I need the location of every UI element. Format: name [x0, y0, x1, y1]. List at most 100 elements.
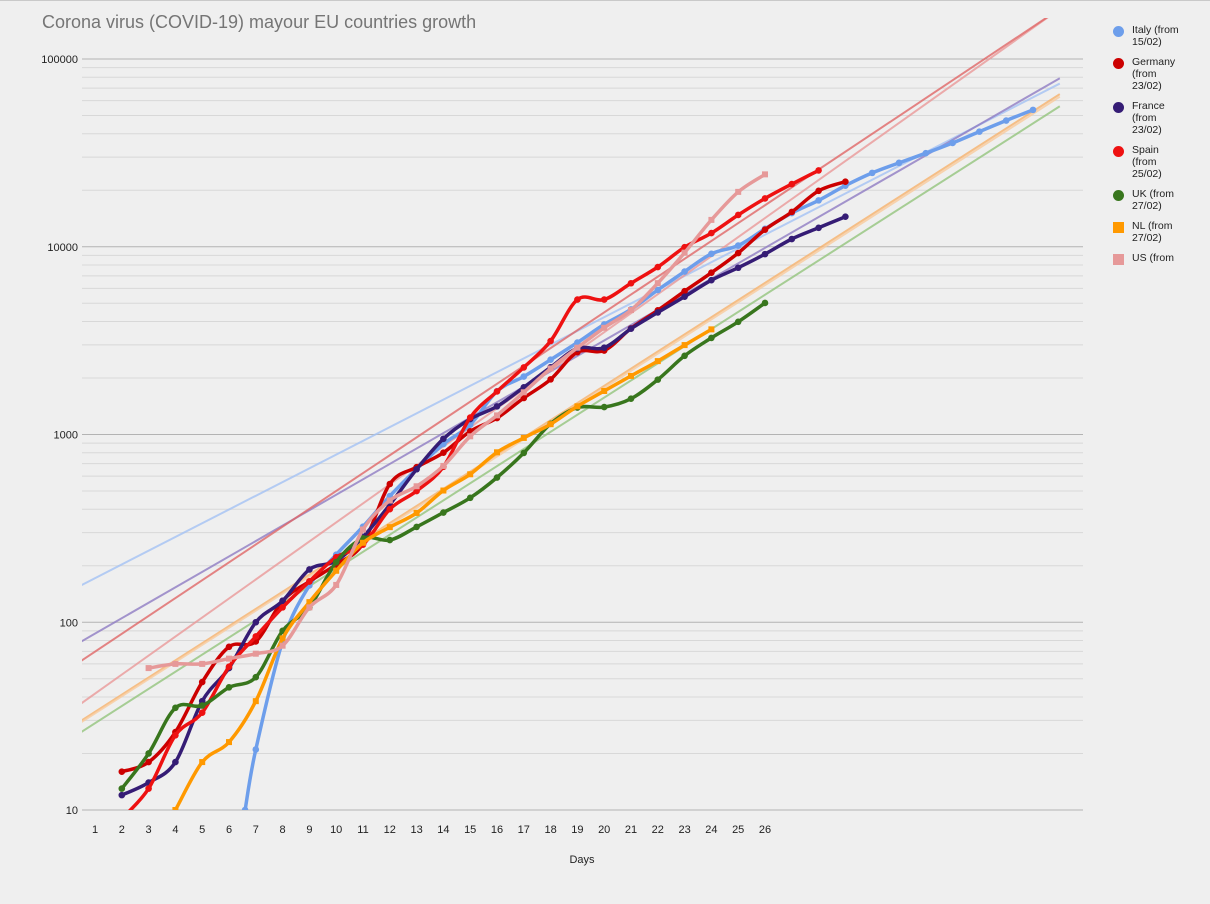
data-point [520, 389, 527, 396]
data-point [494, 412, 500, 419]
data-point [627, 279, 635, 287]
legend-label: Spain (from 25/02) [1132, 144, 1162, 180]
data-point [600, 403, 608, 411]
data-point [708, 216, 715, 223]
data-point [788, 208, 796, 216]
legend-swatch [1113, 254, 1124, 265]
data-point [145, 785, 152, 792]
data-point [574, 344, 581, 351]
x-tick-label: 9 [306, 824, 312, 836]
data-point [574, 403, 581, 410]
x-tick-label: 8 [280, 824, 286, 836]
data-point [734, 242, 742, 249]
x-tick-label: 14 [437, 824, 449, 836]
data-point [413, 487, 420, 495]
data-point [333, 581, 340, 588]
data-point [440, 487, 447, 494]
data-point [547, 356, 554, 364]
data-point [413, 465, 420, 473]
x-tick-label: 1 [92, 824, 98, 836]
x-tick-label: 21 [625, 824, 637, 836]
data-point [761, 250, 769, 258]
data-point [708, 269, 715, 277]
data-point [922, 149, 930, 157]
data-point [306, 599, 313, 606]
legend-label: France (from 23/02) [1132, 100, 1165, 136]
data-point [547, 376, 554, 383]
chart-legend: Italy (from 15/02) Germany (from 23/02) Fr… [1112, 24, 1208, 272]
data-point [494, 449, 500, 456]
data-point [681, 342, 688, 349]
data-point [252, 746, 260, 753]
data-point [1029, 106, 1037, 114]
x-tick-label: 23 [678, 824, 690, 836]
legend-item: Germany (from 23/02) [1112, 56, 1208, 92]
data-point [225, 684, 233, 691]
data-point [306, 578, 313, 585]
legend-item: France (from 23/02) [1112, 100, 1208, 136]
x-tick-label: 20 [598, 824, 610, 836]
data-point [199, 759, 206, 766]
data-point [306, 566, 313, 573]
data-point [654, 376, 662, 383]
y-tick-label: 100000 [41, 54, 78, 66]
data-point [681, 287, 688, 295]
data-point [708, 229, 715, 237]
legend-label: Germany (from 23/02) [1132, 56, 1176, 92]
data-point [118, 768, 126, 775]
data-point [252, 673, 260, 681]
legend-label: UK (from 27/02) [1132, 188, 1174, 212]
data-point [654, 280, 661, 287]
data-point [708, 250, 715, 258]
x-tick-label: 16 [491, 824, 503, 836]
data-point [145, 758, 152, 766]
x-tick-label: 7 [253, 824, 259, 836]
data-point [279, 604, 286, 611]
x-tick-label: 5 [199, 824, 205, 836]
data-point [493, 388, 501, 395]
legend-label: US (from [1132, 252, 1174, 264]
data-point [440, 449, 447, 456]
data-point [198, 678, 206, 686]
y-tick-label: 1000 [54, 430, 78, 442]
data-point [815, 167, 822, 174]
y-tick-label: 10000 [47, 242, 78, 254]
data-point [119, 815, 126, 822]
data-point [627, 395, 635, 403]
data-point [574, 339, 581, 346]
data-point [842, 178, 849, 185]
data-point [440, 462, 447, 469]
plot-series-group [82, 18, 1061, 822]
legend-label: Italy (from 15/02) [1132, 24, 1179, 48]
x-tick-label: 13 [410, 824, 422, 836]
x-tick-label: 22 [652, 824, 664, 836]
trend-line [82, 105, 1061, 733]
data-point [815, 187, 822, 195]
trend-line [82, 18, 1048, 662]
trend-line [82, 18, 1049, 705]
data-point [386, 480, 394, 488]
series-line-5 [173, 327, 714, 810]
x-tick-label: 24 [705, 824, 717, 836]
data-point [440, 509, 447, 516]
x-tick-label: 25 [732, 824, 744, 836]
data-point [118, 791, 126, 799]
data-point [198, 702, 206, 709]
data-point [734, 211, 742, 219]
legend-swatch [1113, 102, 1124, 113]
data-point [761, 299, 769, 307]
trend-line [82, 82, 1061, 587]
data-point [332, 558, 340, 566]
legend-item: Spain (from 25/02) [1112, 144, 1208, 180]
x-tick-label: 18 [544, 824, 556, 836]
data-point [547, 365, 554, 372]
x-axis-label: Days [569, 854, 595, 866]
data-point [198, 709, 206, 716]
data-point [386, 497, 393, 504]
data-point [601, 324, 608, 331]
data-point [681, 249, 688, 256]
x-tick-label: 26 [759, 824, 771, 836]
x-tick-label: 3 [146, 824, 152, 836]
legend-item: NL (from 27/02) [1112, 220, 1208, 244]
data-point [1002, 117, 1010, 124]
